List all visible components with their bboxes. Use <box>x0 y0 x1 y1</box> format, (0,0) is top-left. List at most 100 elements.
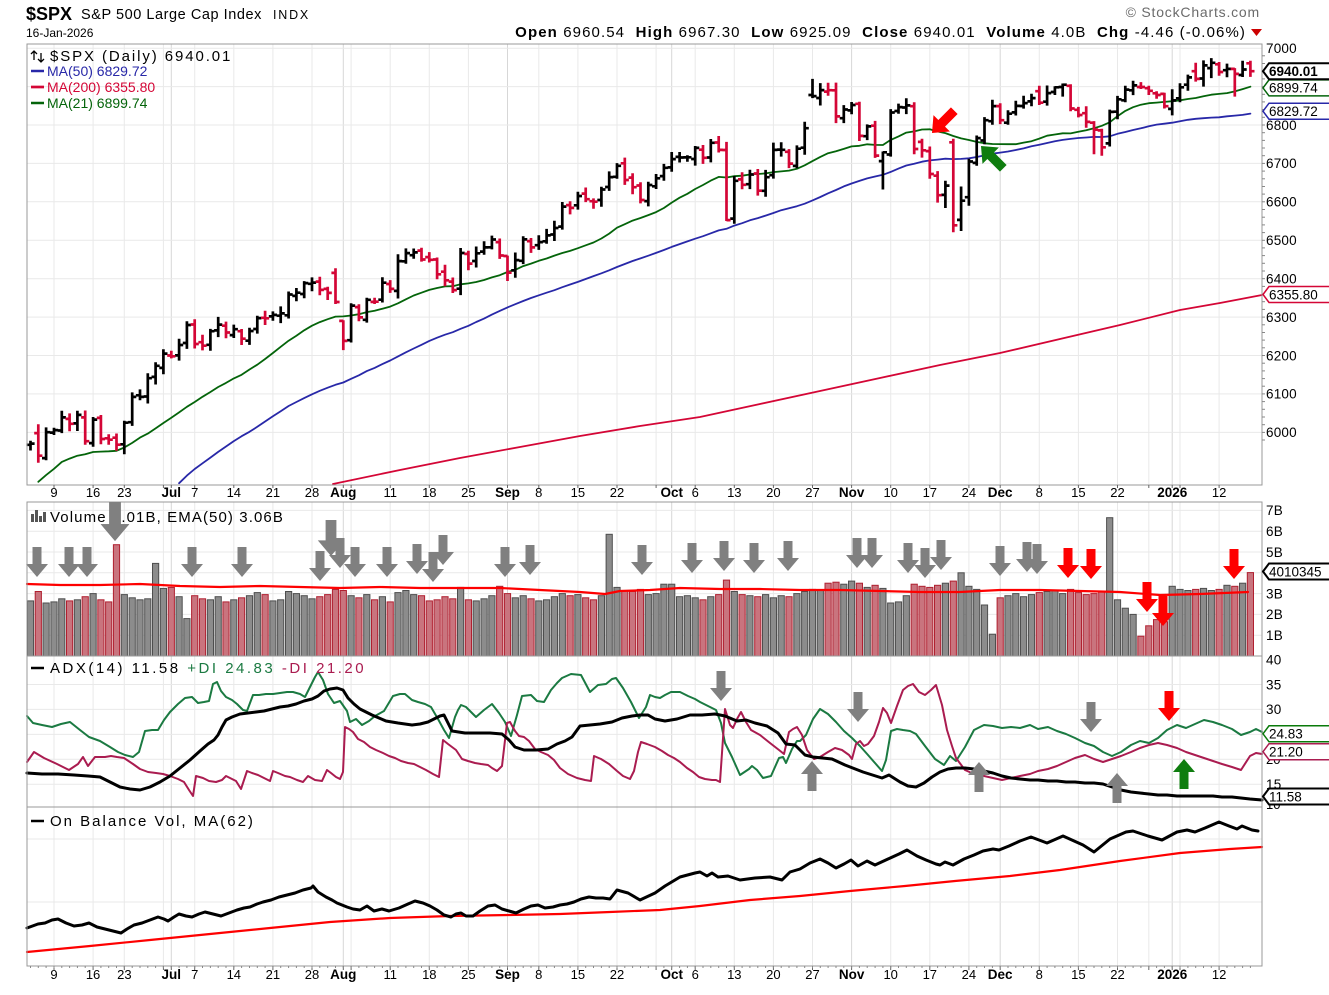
svg-text:On Balance Vol, MA(62): On Balance Vol, MA(62) <box>50 813 255 830</box>
svg-text:7000: 7000 <box>1266 41 1297 56</box>
svg-text:22: 22 <box>610 967 624 982</box>
svg-text:8: 8 <box>535 967 542 982</box>
svg-text:21: 21 <box>266 485 280 500</box>
svg-text:Nov: Nov <box>839 485 865 500</box>
svg-text:8: 8 <box>535 485 542 500</box>
svg-text:40: 40 <box>1266 652 1281 667</box>
svg-text:20: 20 <box>766 485 780 500</box>
svg-text:16: 16 <box>86 485 100 500</box>
svg-text:8: 8 <box>1036 485 1043 500</box>
svg-text:Aug: Aug <box>330 485 356 500</box>
svg-text:MA(50) 6829.72: MA(50) 6829.72 <box>47 63 148 79</box>
svg-text:30: 30 <box>1266 702 1281 717</box>
svg-text:12: 12 <box>1212 967 1226 982</box>
svg-text:11: 11 <box>383 485 397 500</box>
svg-text:15: 15 <box>571 485 585 500</box>
svg-text:7B: 7B <box>1266 503 1283 518</box>
svg-text:16-Jan-2026: 16-Jan-2026 <box>26 26 94 40</box>
svg-text:7: 7 <box>191 967 198 982</box>
svg-text:6500: 6500 <box>1266 233 1297 248</box>
svg-text:Jul: Jul <box>162 967 182 982</box>
svg-text:9: 9 <box>50 485 57 500</box>
svg-text:8: 8 <box>1036 967 1043 982</box>
svg-text:Jul: Jul <box>162 485 182 500</box>
svg-text:13: 13 <box>727 967 741 982</box>
svg-text:27: 27 <box>805 485 819 500</box>
svg-text:12: 12 <box>1212 485 1226 500</box>
svg-text:Dec: Dec <box>988 485 1013 500</box>
svg-text:28: 28 <box>305 967 319 982</box>
svg-text:24: 24 <box>962 967 976 982</box>
svg-text:MA(21) 6899.74: MA(21) 6899.74 <box>47 95 148 111</box>
svg-text:5B: 5B <box>1266 545 1283 560</box>
svg-text:$SPX (Daily) 6940.01: $SPX (Daily) 6940.01 <box>50 48 232 65</box>
svg-text:Nov: Nov <box>839 967 865 982</box>
svg-text:4010345: 4010345 <box>1269 564 1322 579</box>
svg-text:14: 14 <box>227 967 241 982</box>
svg-text:Oct: Oct <box>660 967 683 982</box>
svg-text:17: 17 <box>923 485 937 500</box>
svg-text:10: 10 <box>883 967 897 982</box>
svg-text:© StockCharts.com: © StockCharts.com <box>1126 4 1260 20</box>
svg-text:6100: 6100 <box>1266 387 1297 402</box>
svg-text:7: 7 <box>191 485 198 500</box>
svg-text:16: 16 <box>86 967 100 982</box>
svg-text:6200: 6200 <box>1266 348 1297 363</box>
svg-text:35: 35 <box>1266 677 1281 692</box>
svg-text:6355.80: 6355.80 <box>1269 287 1318 302</box>
svg-text:21.20: 21.20 <box>1269 745 1303 760</box>
svg-text:28: 28 <box>305 485 319 500</box>
svg-text:ADX(14) 11.58 +DI 24.83 -DI 21: ADX(14) 11.58 +DI 24.83 -DI 21.20 <box>50 660 366 677</box>
svg-text:MA(200) 6355.80: MA(200) 6355.80 <box>47 79 155 95</box>
svg-text:Open 6960.54 High 6967.30 Lo: Open 6960.54 High 6967.30 Low 6925.09 Cl… <box>515 24 1246 41</box>
svg-text:24: 24 <box>962 485 976 500</box>
svg-text:6700: 6700 <box>1266 156 1297 171</box>
svg-text:Sep: Sep <box>495 967 520 982</box>
svg-text:Sep: Sep <box>495 485 520 500</box>
svg-text:6829.72: 6829.72 <box>1269 104 1318 119</box>
svg-text:6800: 6800 <box>1266 118 1297 133</box>
svg-text:1B: 1B <box>1266 628 1283 643</box>
svg-text:14: 14 <box>227 485 241 500</box>
svg-text:22: 22 <box>610 485 624 500</box>
svg-text:2B: 2B <box>1266 607 1283 622</box>
svg-text:23: 23 <box>117 967 131 982</box>
svg-text:18: 18 <box>422 967 436 982</box>
svg-text:15: 15 <box>1071 485 1085 500</box>
svg-text:3B: 3B <box>1266 586 1283 601</box>
svg-text:6940.01: 6940.01 <box>1269 64 1318 79</box>
svg-text:2026: 2026 <box>1157 485 1188 500</box>
svg-text:Volume 4.01B, EMA(50) 3.06B: Volume 4.01B, EMA(50) 3.06B <box>50 509 284 526</box>
svg-text:15: 15 <box>571 967 585 982</box>
svg-text:18: 18 <box>422 485 436 500</box>
svg-text:6600: 6600 <box>1266 195 1297 210</box>
svg-text:6899.74: 6899.74 <box>1269 81 1318 96</box>
svg-text:6300: 6300 <box>1266 310 1297 325</box>
svg-text:25: 25 <box>461 967 475 982</box>
svg-text:6000: 6000 <box>1266 425 1297 440</box>
svg-text:S&P 500 Large Cap Index: S&P 500 Large Cap Index <box>81 7 262 23</box>
svg-text:22: 22 <box>1110 967 1124 982</box>
svg-text:INDX: INDX <box>273 8 310 22</box>
svg-text:23: 23 <box>117 485 131 500</box>
svg-text:25: 25 <box>461 485 475 500</box>
svg-text:Dec: Dec <box>988 967 1013 982</box>
svg-text:6400: 6400 <box>1266 271 1297 286</box>
svg-text:9: 9 <box>50 967 57 982</box>
svg-text:Oct: Oct <box>660 485 683 500</box>
svg-text:20: 20 <box>766 967 780 982</box>
svg-text:17: 17 <box>923 967 937 982</box>
svg-text:11: 11 <box>383 967 397 982</box>
svg-text:27: 27 <box>805 967 819 982</box>
svg-text:10: 10 <box>883 485 897 500</box>
svg-text:15: 15 <box>1071 967 1085 982</box>
svg-text:21: 21 <box>266 967 280 982</box>
svg-text:6B: 6B <box>1266 524 1283 539</box>
svg-text:24.83: 24.83 <box>1269 727 1303 742</box>
svg-text:13: 13 <box>727 485 741 500</box>
svg-text:6: 6 <box>692 485 699 500</box>
svg-text:6: 6 <box>692 967 699 982</box>
svg-text:11.58: 11.58 <box>1269 789 1302 804</box>
svg-text:Aug: Aug <box>330 967 356 982</box>
svg-text:22: 22 <box>1110 485 1124 500</box>
